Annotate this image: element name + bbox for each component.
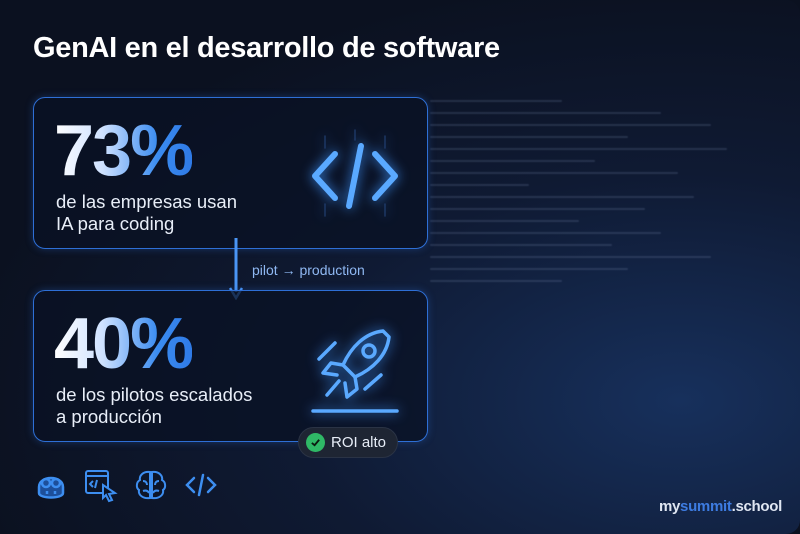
brain-icon (135, 470, 167, 500)
code-brackets-icon (312, 129, 398, 217)
roi-badge: ROI alto (298, 427, 398, 458)
page-title: GenAI en el desarrollo de software (33, 32, 500, 64)
badge-label: ROI alto (331, 434, 387, 451)
brand-logo: mysummit.school (658, 498, 782, 515)
code-icon (185, 473, 217, 497)
check-circle-icon (306, 433, 325, 452)
code-window-cursor-icon (85, 470, 118, 503)
code-background-decoration (430, 90, 760, 420)
flow-label: pilot → production (252, 262, 365, 278)
tool-icons (33, 467, 219, 503)
stat-card-adoption: 73% de las empresas usan IA para coding (33, 97, 428, 249)
stat-value: 73% (54, 111, 194, 191)
rocket-icon (311, 329, 399, 413)
stat-description: de los pilotos escalados a producción (56, 384, 253, 427)
stat-description: de las empresas usan IA para coding (56, 191, 237, 234)
copilot-robot-icon (37, 476, 65, 499)
stat-value: 40% (54, 304, 194, 384)
stat-card-scaling: 40% de los pilotos escalados a producción (33, 290, 428, 442)
